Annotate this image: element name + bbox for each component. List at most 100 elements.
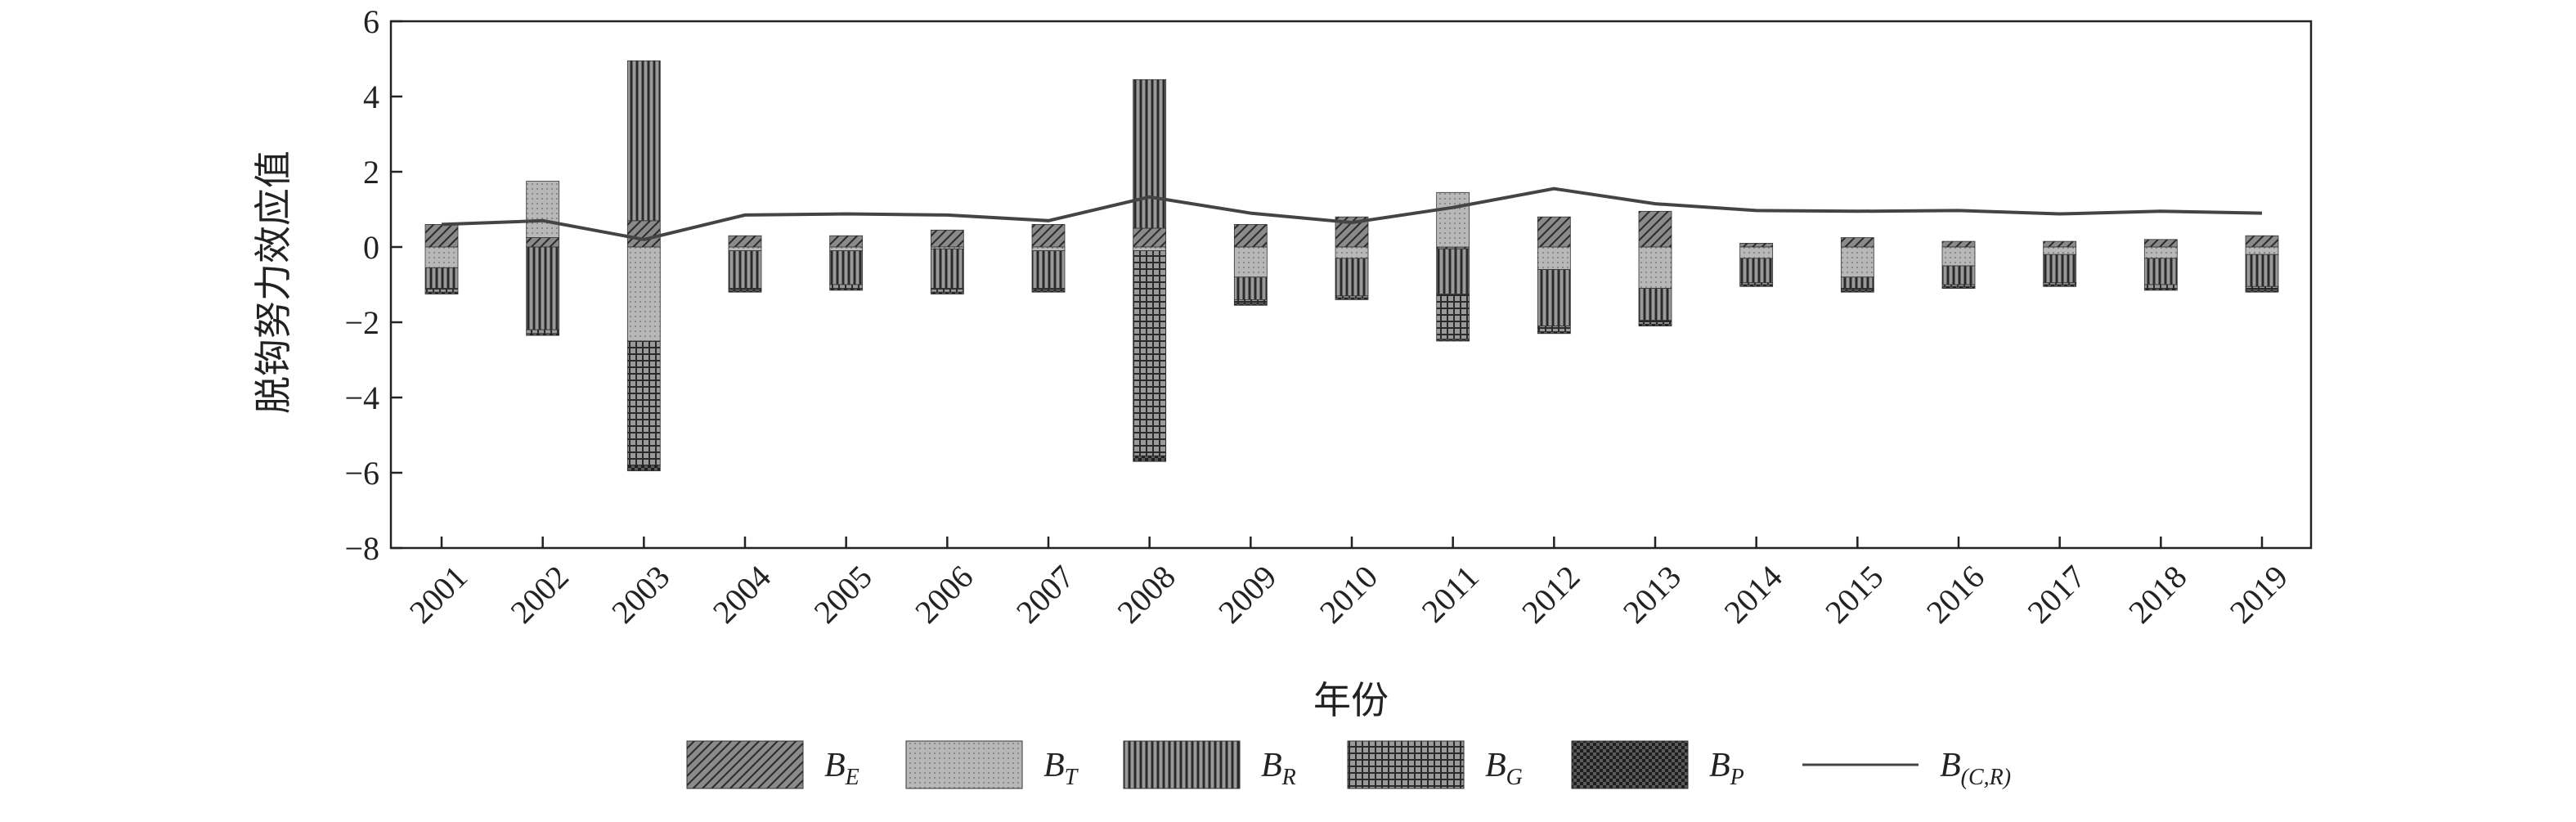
bar-B_T-2005: [829, 246, 864, 251]
x-tick-label: 2004: [706, 558, 778, 630]
legend-item-B_T: BT: [905, 740, 1079, 790]
x-tick-label: 2005: [806, 558, 878, 630]
bar-B_T-2004: [728, 246, 762, 251]
x-tick-label: 2008: [1110, 558, 1182, 630]
x-tick-label: 2010: [1313, 558, 1384, 630]
bar-B_P-2016: [1941, 285, 1976, 289]
bar-B_R-2001: [424, 267, 459, 289]
x-tick-label: 2014: [1717, 558, 1788, 630]
bar-B_G-2009: [1233, 299, 1268, 304]
bar-B_E-2002: [526, 237, 560, 248]
bar-B_E-2018: [2143, 239, 2178, 248]
y-tick-label: −4: [344, 380, 379, 416]
legend-swatch-B_R: [1123, 740, 1241, 789]
bar-B_P-2005: [829, 288, 864, 291]
bar-B_T-2007: [1031, 246, 1066, 251]
legend-item-B_R: BR: [1123, 740, 1296, 790]
bar-B_T-2013: [1638, 246, 1672, 289]
y-tick-label: −6: [344, 455, 379, 492]
y-axis-title: 脱钩努力效应值: [253, 150, 294, 414]
bar-B_R-2006: [930, 248, 964, 289]
bar-B_G-2006: [930, 288, 964, 293]
bar-B_P-2002: [526, 333, 560, 336]
legend-label-B_P: BP: [1709, 747, 1744, 790]
bar-B_R-2015: [1840, 276, 1874, 289]
bar-B_T-2016: [1941, 246, 1976, 267]
bar-B_R-2014: [1739, 258, 1774, 284]
bar-B_R-2019: [2245, 254, 2279, 287]
bar-B_T-2010: [1335, 246, 1369, 259]
x-tick-label: 2002: [503, 558, 575, 630]
x-tick-label: 2015: [1818, 558, 1890, 630]
legend-item-B_(C,R): B(C,R): [1802, 747, 2011, 790]
legend-swatch-B_P: [1571, 740, 1689, 789]
bar-B_E-2013: [1638, 210, 1672, 248]
legend-item-B_P: BP: [1571, 740, 1744, 790]
bar-B_E-2003: [626, 220, 661, 248]
x-tick-label: 2018: [2121, 558, 2193, 630]
bar-B_T-2011: [1436, 191, 1470, 248]
legend-swatch-B_E: [686, 740, 804, 789]
bar-B_P-2012: [1537, 331, 1571, 335]
bar-B_R-2011: [1436, 248, 1470, 294]
legend-swatch-B_G: [1347, 740, 1465, 789]
legend-label-B_E: BE: [824, 747, 859, 790]
bar-B_E-2017: [2043, 240, 2077, 248]
x-tick-label: 2013: [1616, 558, 1688, 630]
bar-B_G-2012: [1537, 326, 1571, 332]
y-tick-label: 0: [363, 229, 379, 266]
bar-B_P-2008: [1133, 455, 1167, 462]
bar-B_E-2006: [930, 229, 964, 248]
bar-B_T-2012: [1537, 246, 1571, 271]
bar-B_R-2018: [2143, 258, 2178, 285]
bar-B_E-2014: [1739, 242, 1774, 248]
bar-B_E-2007: [1031, 223, 1066, 248]
bar-B_G-2003: [626, 340, 661, 466]
x-tick-label: 2017: [2020, 558, 2092, 630]
bar-B_P-2010: [1335, 297, 1369, 300]
bar-B_P-2019: [2245, 290, 2279, 293]
bar-B_P-2017: [2043, 284, 2077, 287]
x-tick-label: 2011: [1414, 558, 1485, 629]
y-tick-label: −8: [344, 530, 379, 567]
legend-label-B_(C,R): B(C,R): [1940, 747, 2011, 790]
bar-B_R-2017: [2043, 254, 2077, 284]
bar-B_T-2017: [2043, 246, 2077, 255]
bar-B_E-2015: [1840, 237, 1874, 248]
legend-item-B_G: BG: [1347, 740, 1523, 790]
bar-B_R-2005: [829, 250, 864, 285]
legend-label-B_T: BT: [1043, 747, 1079, 790]
x-tick-label: 2019: [2223, 558, 2295, 630]
x-tick-label: 2009: [1211, 558, 1283, 630]
x-tick-label: 2003: [604, 558, 676, 630]
bar-B_G-2002: [526, 329, 560, 335]
bar-B_E-2001: [424, 223, 459, 248]
x-tick-label: 2016: [1919, 558, 1991, 630]
bar-B_T-2014: [1739, 246, 1774, 259]
bar-B_G-2013: [1638, 320, 1672, 325]
x-tick-label: 2012: [1515, 558, 1586, 630]
legend-swatch-B_T: [905, 740, 1023, 789]
legend-label-B_G: BG: [1485, 747, 1523, 790]
bar-B_R-2002: [526, 246, 560, 330]
bar-B_R-2010: [1335, 258, 1369, 297]
bar-B_T-2015: [1840, 246, 1874, 278]
bar-B_T-2019: [2245, 246, 2279, 255]
bar-B_P-2001: [424, 291, 459, 294]
y-tick-label: 4: [363, 79, 379, 115]
bar-B_E-2019: [2245, 235, 2279, 248]
bar-B_E-2009: [1233, 223, 1268, 248]
bar-B_T-2002: [526, 181, 560, 238]
bar-B_G-2005: [829, 284, 864, 289]
bar-B_G-2011: [1436, 294, 1470, 340]
bar-B_P-2006: [930, 291, 964, 294]
bar-B_P-2013: [1638, 323, 1672, 326]
bar-B_T-2003: [626, 246, 661, 342]
y-tick-label: 2: [363, 154, 379, 191]
bar-B_E-2008: [1133, 227, 1167, 248]
bar-B_E-2016: [1941, 240, 1976, 248]
bar-B_G-2001: [424, 288, 459, 293]
bar-B_R-2007: [1031, 250, 1066, 290]
